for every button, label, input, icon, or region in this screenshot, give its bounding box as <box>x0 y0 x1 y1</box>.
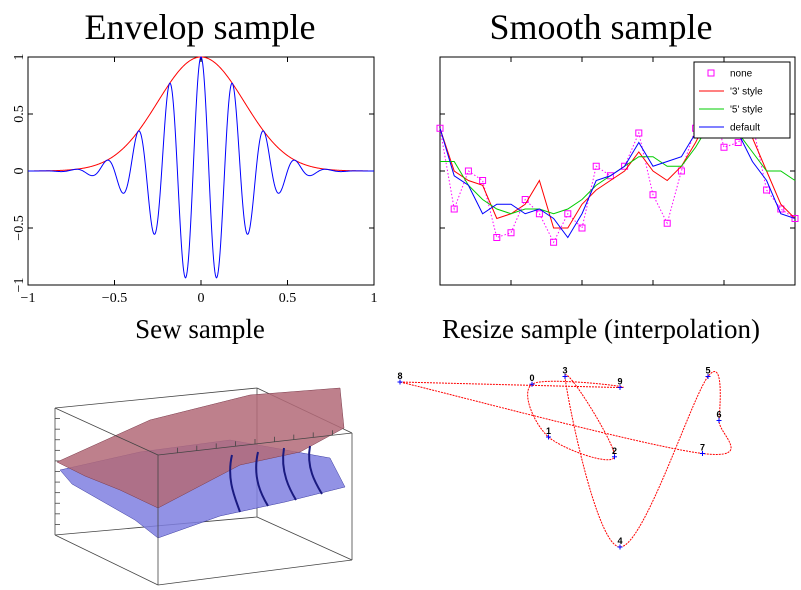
sew-seam-curve <box>229 454 241 513</box>
resize-point-label: 4 <box>617 536 622 546</box>
sew-box-edge <box>54 407 159 456</box>
smooth-legend: none '3' style '5' style default <box>693 61 791 139</box>
smooth-legend-label: none <box>730 69 753 80</box>
resize-point-label: 7 <box>700 443 705 453</box>
smooth-title: Smooth sample <box>489 7 713 47</box>
resize-point-label: 1 <box>546 426 551 436</box>
envelop-x-tick-label: 0.5 <box>279 291 297 306</box>
modulated-series-line <box>28 56 374 279</box>
smooth-data-point <box>791 215 799 222</box>
smooth-data-point <box>777 205 785 213</box>
sew-seam-curve <box>308 445 323 495</box>
smooth-legend-label: '5' style <box>730 105 763 116</box>
sew-seam-curve <box>255 451 269 507</box>
resize-chart: 0 1 2 3 4 5 6 7 8 9 <box>397 366 732 550</box>
smooth-data-point <box>464 167 472 175</box>
envelop-plot-frame <box>27 56 375 286</box>
sew-chart <box>54 387 353 586</box>
envelop-x-tick-label: −1 <box>21 291 36 306</box>
envelop-y-tick-label: −1 <box>12 278 27 293</box>
smooth-data-point <box>493 234 501 241</box>
resize-point-label: 6 <box>716 410 721 420</box>
envelop-x-tick-label: 1 <box>371 291 378 306</box>
sew-seam-curve <box>282 447 297 501</box>
envelop-chart: −1 −0.5 0 0.5 1 1 0.5 0 −0.5 −1 <box>12 54 377 307</box>
smooth-data-point <box>720 143 728 151</box>
envelope-series-line <box>28 56 374 172</box>
smooth-legend-label: default <box>730 123 760 134</box>
smooth-data-point <box>663 219 671 227</box>
sew-box-edge <box>256 516 353 561</box>
resize-title: Resize sample (interpolation) <box>442 314 760 344</box>
resize-point-label: 0 <box>529 373 534 383</box>
smooth-data-point <box>479 177 487 184</box>
smooth-data-point <box>550 238 558 246</box>
envelop-y-tick-label: 0.5 <box>12 105 27 123</box>
smooth-data-point <box>606 172 614 180</box>
sew-box-edge <box>54 534 159 586</box>
smooth-legend-marker <box>707 69 715 77</box>
smooth-data-point <box>763 186 771 194</box>
smooth-legend-label: '3' style <box>730 87 763 98</box>
smooth-data-point <box>535 210 543 218</box>
envelop-y-tick-label: −0.5 <box>12 215 27 240</box>
resize-point-label: 5 <box>705 366 710 376</box>
interpolation-curve <box>399 371 732 548</box>
resize-point-label: 8 <box>397 371 402 381</box>
smooth-chart: none '3' style '5' style default <box>436 56 799 286</box>
resize-point-label: 9 <box>617 377 622 387</box>
envelop-x-tick-label: 0 <box>198 291 205 306</box>
sew-title: Sew sample <box>135 314 265 344</box>
resize-point-label: 2 <box>612 446 617 456</box>
smooth-data-point <box>564 210 572 218</box>
smooth-data-point <box>507 229 515 237</box>
sew-surface-upper <box>56 387 345 509</box>
smooth-data-point <box>734 139 742 146</box>
smooth-data-point <box>436 124 444 132</box>
envelop-y-tick-label: 1 <box>12 54 27 61</box>
envelop-x-tick-label: −0.5 <box>102 291 127 306</box>
envelop-title: Envelop sample <box>84 7 316 47</box>
smooth-data-point <box>592 162 600 170</box>
smooth-data-point <box>635 129 643 137</box>
resize-point-label: 3 <box>562 366 567 376</box>
sew-box-edge <box>157 559 353 586</box>
smooth-data-point <box>677 167 685 175</box>
smooth-data-point <box>649 191 657 199</box>
sew-box-edge <box>54 387 258 409</box>
smooth-legend-box <box>693 61 791 139</box>
smooth-data-point <box>578 224 586 232</box>
envelop-y-tick-label: 0 <box>12 168 27 175</box>
smooth-data-point <box>450 205 458 213</box>
